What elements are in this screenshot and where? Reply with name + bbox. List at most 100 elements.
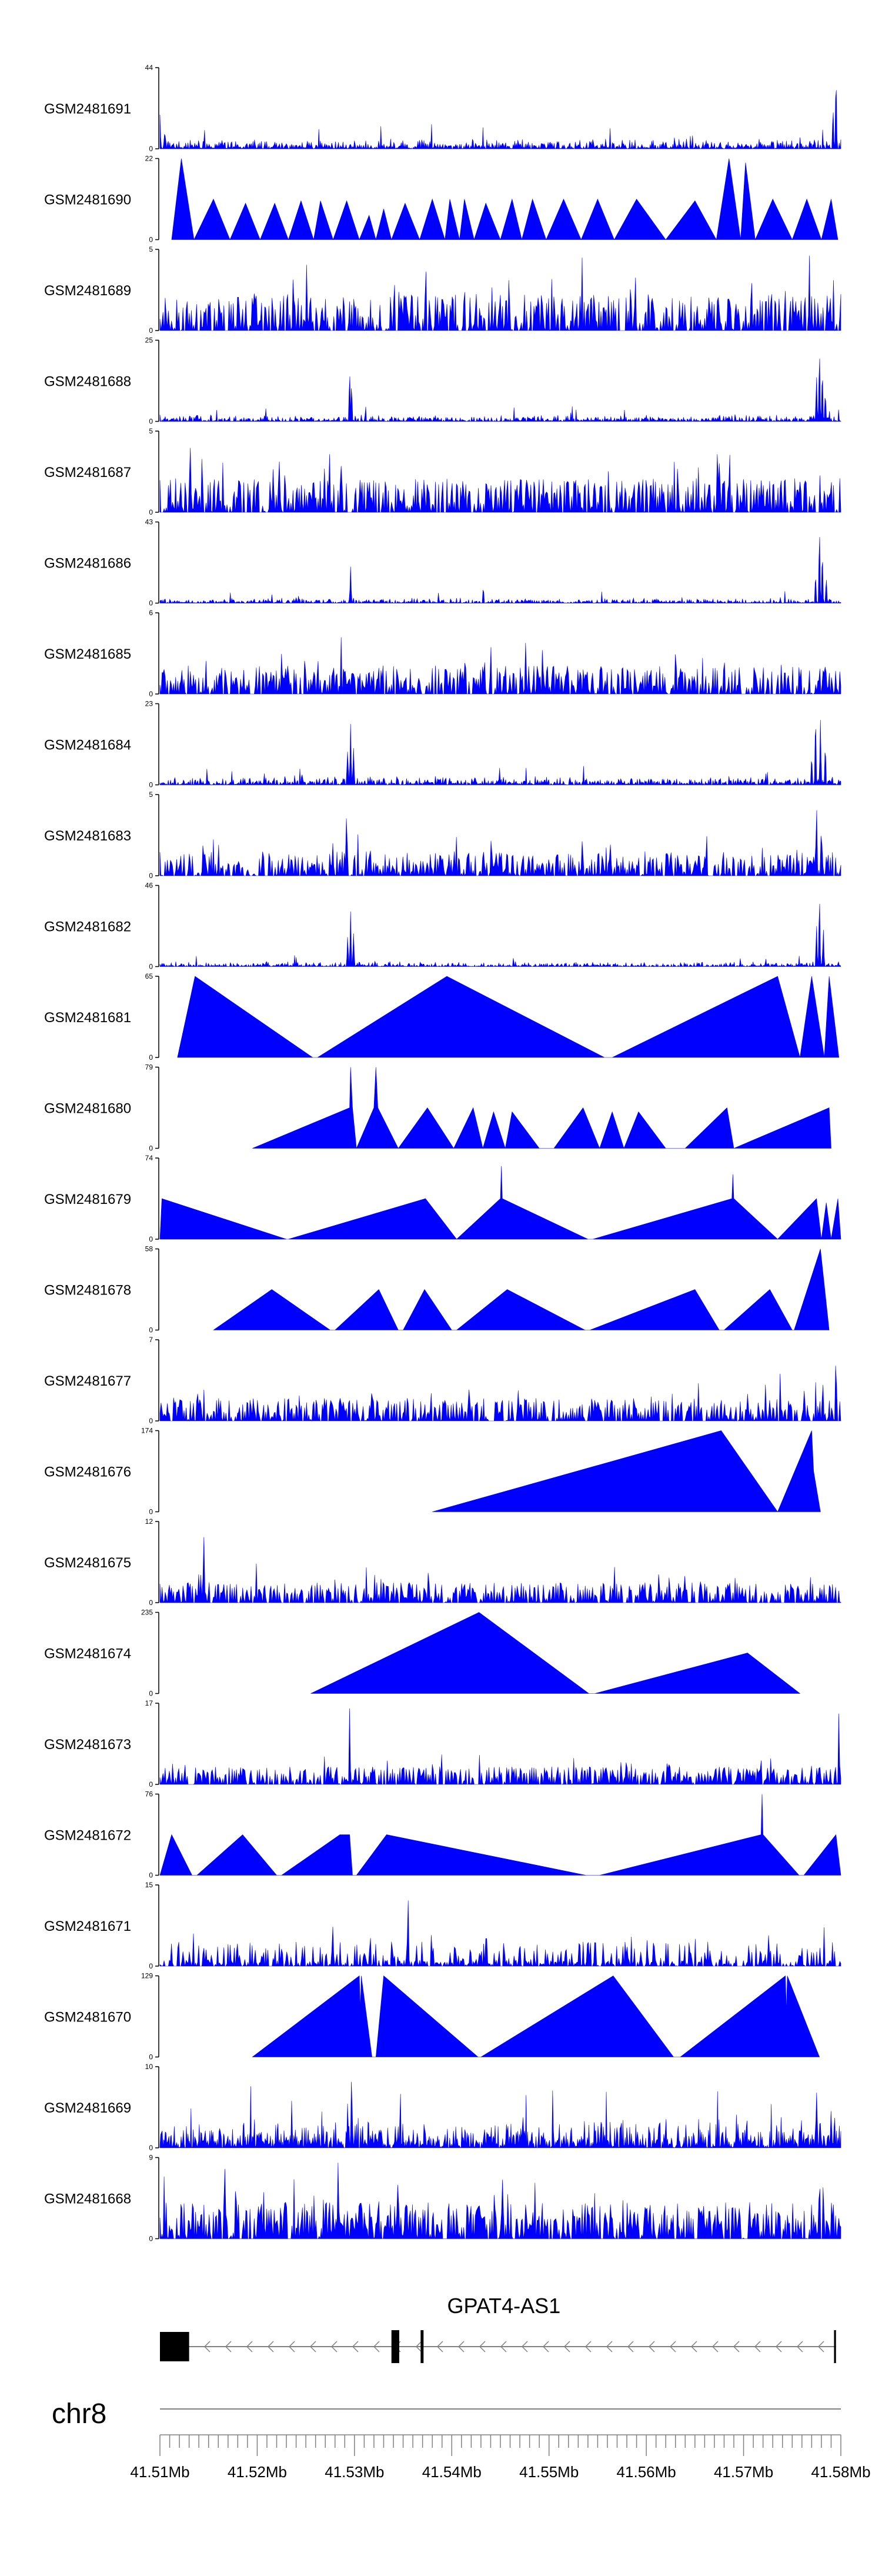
genome-axis-track: chr8 41.51Mb 41.52Mb 41.53Mb 41.54Mb 41.55Mb…	[52, 2398, 871, 2481]
coverage-area	[159, 720, 841, 786]
ytick-max-label: 5	[149, 427, 153, 435]
track-GSM2481684: GSM2481684 23 0	[44, 700, 841, 789]
coverage-area	[213, 1249, 830, 1330]
chromosome-label: chr8	[52, 2398, 106, 2430]
strand-chevron	[584, 2341, 592, 2353]
track-label: GSM2481689	[44, 283, 131, 299]
strand-chevron	[690, 2341, 697, 2353]
x-tick-label: 41.53Mb	[325, 2463, 384, 2481]
ytick-max-label: 22	[145, 155, 153, 163]
ytick-zero-label: 0	[149, 690, 153, 698]
strand-chevron	[606, 2341, 613, 2353]
ytick-max-label: 6	[149, 609, 153, 617]
ytick-zero-label: 0	[149, 1871, 153, 1880]
track-GSM2481685: GSM2481685 6 0	[44, 609, 841, 698]
track-GSM2481687: GSM2481687 5 0	[44, 427, 841, 516]
coverage-area	[252, 1975, 820, 2057]
ytick-max-label: 74	[145, 1154, 153, 1162]
x-tick-label: 41.56Mb	[617, 2463, 676, 2481]
coverage-area	[159, 537, 841, 604]
gene-annotation-track: GPAT4-AS1	[160, 2294, 836, 2363]
gene-exon	[160, 2332, 189, 2361]
data-tracks: GSM2481691440GSM2481690220GSM248168950GS…	[44, 64, 841, 2243]
strand-chevron	[500, 2341, 507, 2353]
ytick-zero-label: 0	[149, 1962, 153, 1970]
coverage-area	[159, 1537, 841, 1604]
coverage-area	[159, 90, 841, 150]
coverage-area	[159, 637, 841, 695]
track-GSM2481670: GSM2481670 129 0	[44, 1972, 820, 2061]
strand-chevron	[203, 2341, 211, 2353]
ytick-zero-label: 0	[149, 508, 153, 516]
ytick-zero-label: 0	[149, 872, 153, 880]
strand-chevron	[288, 2341, 295, 2353]
track-label: GSM2481685	[44, 646, 131, 662]
track-label: GSM2481677	[44, 1373, 131, 1389]
track-label: GSM2481686	[44, 556, 131, 572]
ytick-zero-label: 0	[149, 1780, 153, 1788]
track-label: GSM2481673	[44, 1737, 131, 1753]
track-label: GSM2481682	[44, 919, 131, 935]
ytick-max-label: 17	[145, 1699, 153, 1707]
ytick-zero-label: 0	[149, 1144, 153, 1153]
track-GSM2481672: GSM2481672 76 0	[44, 1790, 841, 1880]
ytick-max-label: 129	[141, 1972, 153, 1980]
x-tick-label: 41.54Mb	[422, 2463, 482, 2481]
track-GSM2481689: GSM2481689 5 0	[44, 245, 841, 335]
ytick-zero-label: 0	[149, 418, 153, 426]
ytick-zero-label: 0	[149, 326, 153, 335]
ytick-zero-label: 0	[149, 1599, 153, 1607]
ytick-zero-label: 0	[149, 1690, 153, 1698]
track-label: GSM2481668	[44, 2191, 131, 2207]
track-GSM2481679: GSM2481679 74 0	[44, 1154, 841, 1243]
track-GSM2481688: GSM2481688 25 0	[44, 336, 841, 426]
ytick-max-label: 43	[145, 518, 153, 526]
coverage-area	[159, 1900, 841, 1967]
track-GSM2481682: GSM2481682 46 0	[44, 882, 841, 971]
track-GSM2481681: GSM2481681 65 0	[44, 972, 840, 1062]
ytick-max-label: 58	[145, 1245, 153, 1253]
x-tick-label: 41.57Mb	[714, 2463, 773, 2481]
ytick-zero-label: 0	[149, 1053, 153, 1062]
strand-chevron	[521, 2341, 528, 2353]
ytick-zero-label: 0	[149, 1508, 153, 1516]
track-label: GSM2481678	[44, 1283, 131, 1299]
track-label: GSM2481671	[44, 1918, 131, 1934]
x-tick-label: 41.52Mb	[228, 2463, 287, 2481]
strand-chevron	[352, 2341, 359, 2353]
strand-chevron	[415, 2341, 422, 2353]
strand-chevron	[330, 2341, 338, 2353]
track-GSM2481677: GSM2481677 7 0	[44, 1336, 841, 1425]
track-GSM2481674: GSM2481674 235 0	[44, 1609, 801, 1698]
strand-chevron	[225, 2341, 232, 2353]
track-label: GSM2481691	[44, 101, 131, 117]
gene-exon	[420, 2330, 424, 2363]
strand-chevron	[648, 2341, 655, 2353]
coverage-area	[171, 158, 838, 241]
ytick-zero-label: 0	[149, 1326, 153, 1334]
strand-chevron	[436, 2341, 443, 2353]
track-label: GSM2481676	[44, 1464, 131, 1480]
ytick-zero-label: 0	[149, 963, 153, 971]
ytick-max-label: 174	[141, 1427, 153, 1435]
track-GSM2481686: GSM2481686 43 0	[44, 518, 841, 608]
strand-chevron	[373, 2341, 380, 2353]
track-label: GSM2481684	[44, 738, 131, 753]
track-label: GSM2481679	[44, 1192, 131, 1207]
ytick-max-label: 15	[145, 1881, 153, 1889]
track-label: GSM2481687	[44, 465, 131, 481]
track-label: GSM2481670	[44, 2010, 131, 2026]
strand-chevron	[711, 2341, 719, 2353]
coverage-area	[159, 1366, 841, 1422]
ytick-zero-label: 0	[149, 145, 153, 153]
ytick-max-label: 79	[145, 1063, 153, 1072]
track-GSM2481678: GSM2481678 58 0	[44, 1245, 830, 1334]
track-label: GSM2481681	[44, 1010, 131, 1026]
ytick-max-label: 46	[145, 882, 153, 890]
track-label: GSM2481680	[44, 1101, 131, 1117]
ytick-max-label: 235	[141, 1609, 153, 1617]
track-GSM2481691: GSM2481691 44 0	[44, 64, 841, 153]
ytick-max-label: 44	[145, 64, 153, 72]
ytick-max-label: 65	[145, 972, 153, 980]
